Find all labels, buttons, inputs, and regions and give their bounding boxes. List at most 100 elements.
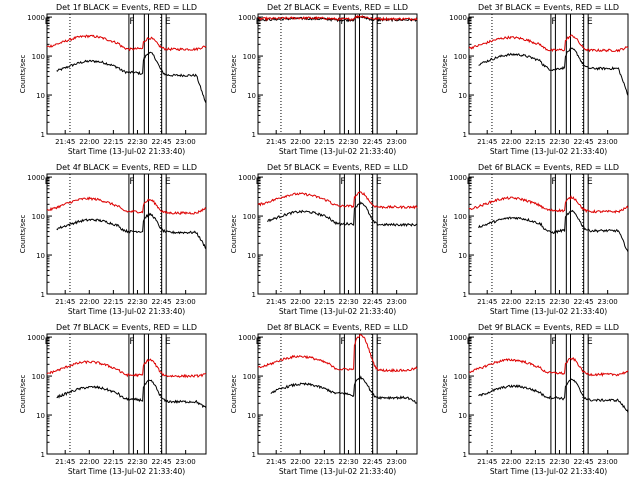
x-tick-label: 23:00 xyxy=(176,458,196,466)
lld-series-line xyxy=(257,14,418,22)
x-tick-label: 21:45 xyxy=(266,138,286,146)
x-tick-label: 23:00 xyxy=(598,298,618,306)
x-axis-label: Start Time (13-Jul-02 21:33:40) xyxy=(68,307,185,316)
x-tick-label: 22:45 xyxy=(362,458,382,466)
x-tick-label: 22:45 xyxy=(573,138,593,146)
x-tick-label: 22:15 xyxy=(103,458,123,466)
y-axis-label: Counts/sec xyxy=(230,55,238,94)
event-label: E xyxy=(587,177,593,187)
x-tick-label: 22:30 xyxy=(127,458,147,466)
x-tick-label: 22:00 xyxy=(79,458,99,466)
y-tick-label: 1 xyxy=(252,451,256,459)
plot-frame xyxy=(257,173,418,295)
x-tick-label: 22:00 xyxy=(501,298,521,306)
x-axis-label: Start Time (13-Jul-02 21:33:40) xyxy=(490,147,607,156)
event-label: E xyxy=(45,337,51,347)
x-tick-label: 21:45 xyxy=(55,138,75,146)
x-tick-label: 23:00 xyxy=(387,298,407,306)
x-tick-label: 22:15 xyxy=(525,138,545,146)
y-tick-label: 100 xyxy=(454,213,467,221)
x-tick-label: 22:45 xyxy=(362,138,382,146)
x-tick-label: 22:30 xyxy=(127,138,147,146)
x-tick-label: 22:30 xyxy=(549,458,569,466)
events-series-line xyxy=(267,200,418,228)
y-tick-label: 1 xyxy=(41,131,45,139)
y-tick-label: 1000 xyxy=(238,14,256,22)
x-tick-label: 23:00 xyxy=(387,138,407,146)
event-label: E xyxy=(467,17,473,27)
y-tick-label: 1 xyxy=(252,291,256,299)
y-axis-label: Counts/sec xyxy=(230,215,238,254)
lld-series-line xyxy=(257,191,418,210)
event-label: F xyxy=(129,17,134,27)
events-series-line xyxy=(56,212,207,250)
x-axis-label: Start Time (13-Jul-02 21:33:40) xyxy=(279,147,396,156)
panel-title: Det 5f BLACK = Events, RED = LLD xyxy=(267,163,408,172)
x-tick-label: 22:30 xyxy=(338,458,358,466)
x-tick-label: 22:30 xyxy=(127,298,147,306)
y-tick-label: 1 xyxy=(463,131,467,139)
x-axis-label: Start Time (13-Jul-02 21:33:40) xyxy=(490,307,607,316)
y-tick-label: 100 xyxy=(243,373,256,381)
x-tick-label: 22:30 xyxy=(338,298,358,306)
x-tick-label: 21:45 xyxy=(477,458,497,466)
y-tick-label: 1000 xyxy=(449,14,467,22)
panel-title: Det 3f BLACK = Events, RED = LLD xyxy=(478,3,619,12)
panel-title: Det 4f BLACK = Events, RED = LLD xyxy=(56,163,197,172)
x-tick-label: 22:00 xyxy=(501,458,521,466)
x-tick-label: 21:45 xyxy=(55,458,75,466)
x-tick-label: 22:45 xyxy=(362,298,382,306)
event-label: F xyxy=(129,337,134,347)
plot-frame xyxy=(46,333,207,455)
plot-frame xyxy=(257,13,418,135)
plot-frame xyxy=(46,13,207,135)
event-label: E xyxy=(467,177,473,187)
x-tick-label: 23:00 xyxy=(598,138,618,146)
event-label: E xyxy=(467,337,473,347)
panel-title: Det 9f BLACK = Events, RED = LLD xyxy=(478,323,619,332)
x-tick-label: 21:45 xyxy=(55,298,75,306)
panel-det-3: Det 3f BLACK = Events, RED = LLD E F E 21:45… xyxy=(441,3,629,156)
y-tick-label: 10 xyxy=(247,412,256,420)
y-tick-label: 1000 xyxy=(449,334,467,342)
event-label: E xyxy=(376,337,382,347)
plot-frame xyxy=(468,13,629,135)
x-tick-label: 22:45 xyxy=(151,458,171,466)
panel-det-6: Det 6f BLACK = Events, RED = LLD E F E 21:45… xyxy=(441,163,629,316)
x-tick-label: 22:00 xyxy=(290,298,310,306)
events-series-line xyxy=(478,47,629,96)
event-label: F xyxy=(340,17,345,27)
x-tick-label: 23:00 xyxy=(387,458,407,466)
lld-series-line xyxy=(469,357,629,377)
x-tick-label: 22:45 xyxy=(151,298,171,306)
y-tick-label: 1000 xyxy=(27,334,45,342)
x-tick-label: 22:15 xyxy=(103,298,123,306)
event-label: E xyxy=(165,17,171,27)
x-axis-label: Start Time (13-Jul-02 21:33:40) xyxy=(279,467,396,476)
lld-series-line xyxy=(468,34,629,53)
y-tick-label: 1000 xyxy=(449,174,467,182)
y-axis-label: Counts/sec xyxy=(441,375,449,414)
panel-title: Det 8f BLACK = Events, RED = LLD xyxy=(267,323,408,332)
y-tick-label: 1000 xyxy=(238,334,256,342)
y-tick-label: 1000 xyxy=(27,14,45,22)
y-tick-label: 1000 xyxy=(238,174,256,182)
y-tick-label: 10 xyxy=(458,92,467,100)
y-axis-label: Counts/sec xyxy=(230,375,238,414)
y-axis-label: Counts/sec xyxy=(19,215,27,254)
y-tick-label: 10 xyxy=(247,252,256,260)
x-tick-label: 22:15 xyxy=(525,298,545,306)
event-label: E xyxy=(45,177,51,187)
x-tick-label: 22:00 xyxy=(290,138,310,146)
plot-frame xyxy=(468,333,629,455)
y-tick-label: 10 xyxy=(458,412,467,420)
plot-frame xyxy=(468,173,629,295)
events-series-line xyxy=(270,375,418,404)
y-tick-label: 10 xyxy=(36,252,45,260)
y-tick-label: 100 xyxy=(243,213,256,221)
y-tick-label: 1 xyxy=(252,131,256,139)
panel-title: Det 6f BLACK = Events, RED = LLD xyxy=(478,163,619,172)
event-label: E xyxy=(256,17,262,27)
